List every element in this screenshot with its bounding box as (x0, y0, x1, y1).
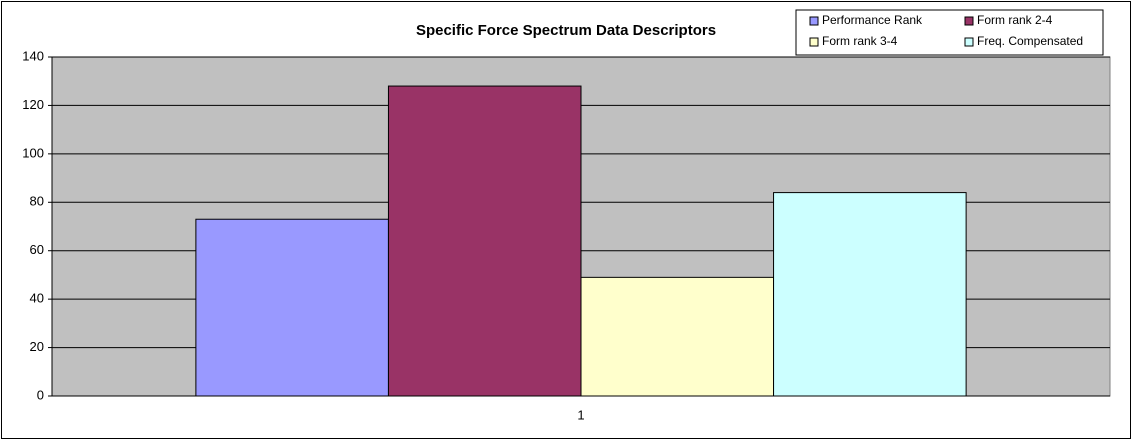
y-tick-label: 100 (22, 145, 44, 160)
y-tick-label: 60 (30, 242, 44, 257)
legend-swatch (964, 16, 974, 26)
y-tick-label: 20 (30, 339, 44, 354)
y-tick-label: 40 (30, 291, 44, 306)
bar (195, 218, 389, 397)
y-tick-label: 120 (22, 97, 44, 112)
chart-title: Specific Force Spectrum Data Descriptors (416, 22, 716, 39)
legend-label: Form rank 3-4 (822, 34, 898, 48)
bar (773, 192, 967, 397)
legend-swatch (809, 16, 819, 26)
y-tick-label: 80 (30, 194, 44, 209)
legend-label: Performance Rank (822, 13, 923, 27)
bar (580, 276, 775, 397)
bar (387, 85, 582, 397)
legend-swatch (809, 37, 819, 47)
legend-frame (795, 9, 1104, 56)
y-tick-label: 0 (37, 387, 44, 402)
legend-swatch (964, 37, 974, 47)
legend-label: Freq. Compensated (977, 34, 1083, 48)
legend-label: Form rank 2-4 (977, 13, 1053, 27)
x-tick-label: 1 (577, 407, 584, 422)
y-tick-label: 140 (22, 48, 44, 63)
